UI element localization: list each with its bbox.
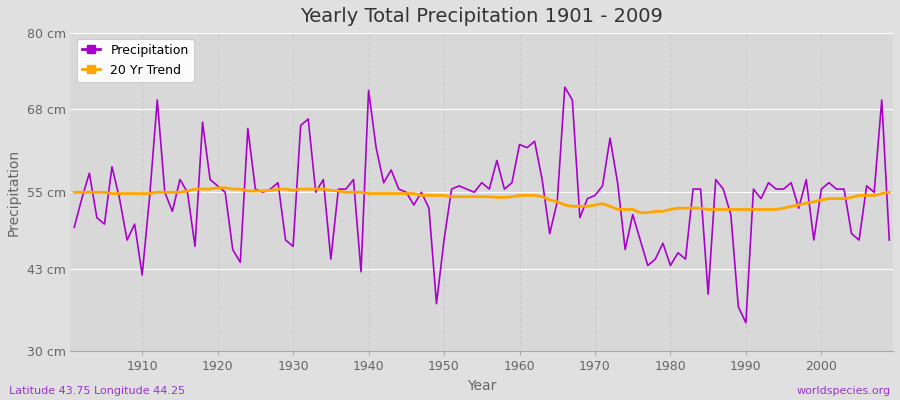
Y-axis label: Precipitation: Precipitation — [7, 149, 21, 236]
Title: Yearly Total Precipitation 1901 - 2009: Yearly Total Precipitation 1901 - 2009 — [301, 7, 663, 26]
Legend: Precipitation, 20 Yr Trend: Precipitation, 20 Yr Trend — [76, 39, 194, 82]
Text: Latitude 43.75 Longitude 44.25: Latitude 43.75 Longitude 44.25 — [9, 386, 185, 396]
Text: worldspecies.org: worldspecies.org — [796, 386, 891, 396]
X-axis label: Year: Year — [467, 379, 497, 393]
